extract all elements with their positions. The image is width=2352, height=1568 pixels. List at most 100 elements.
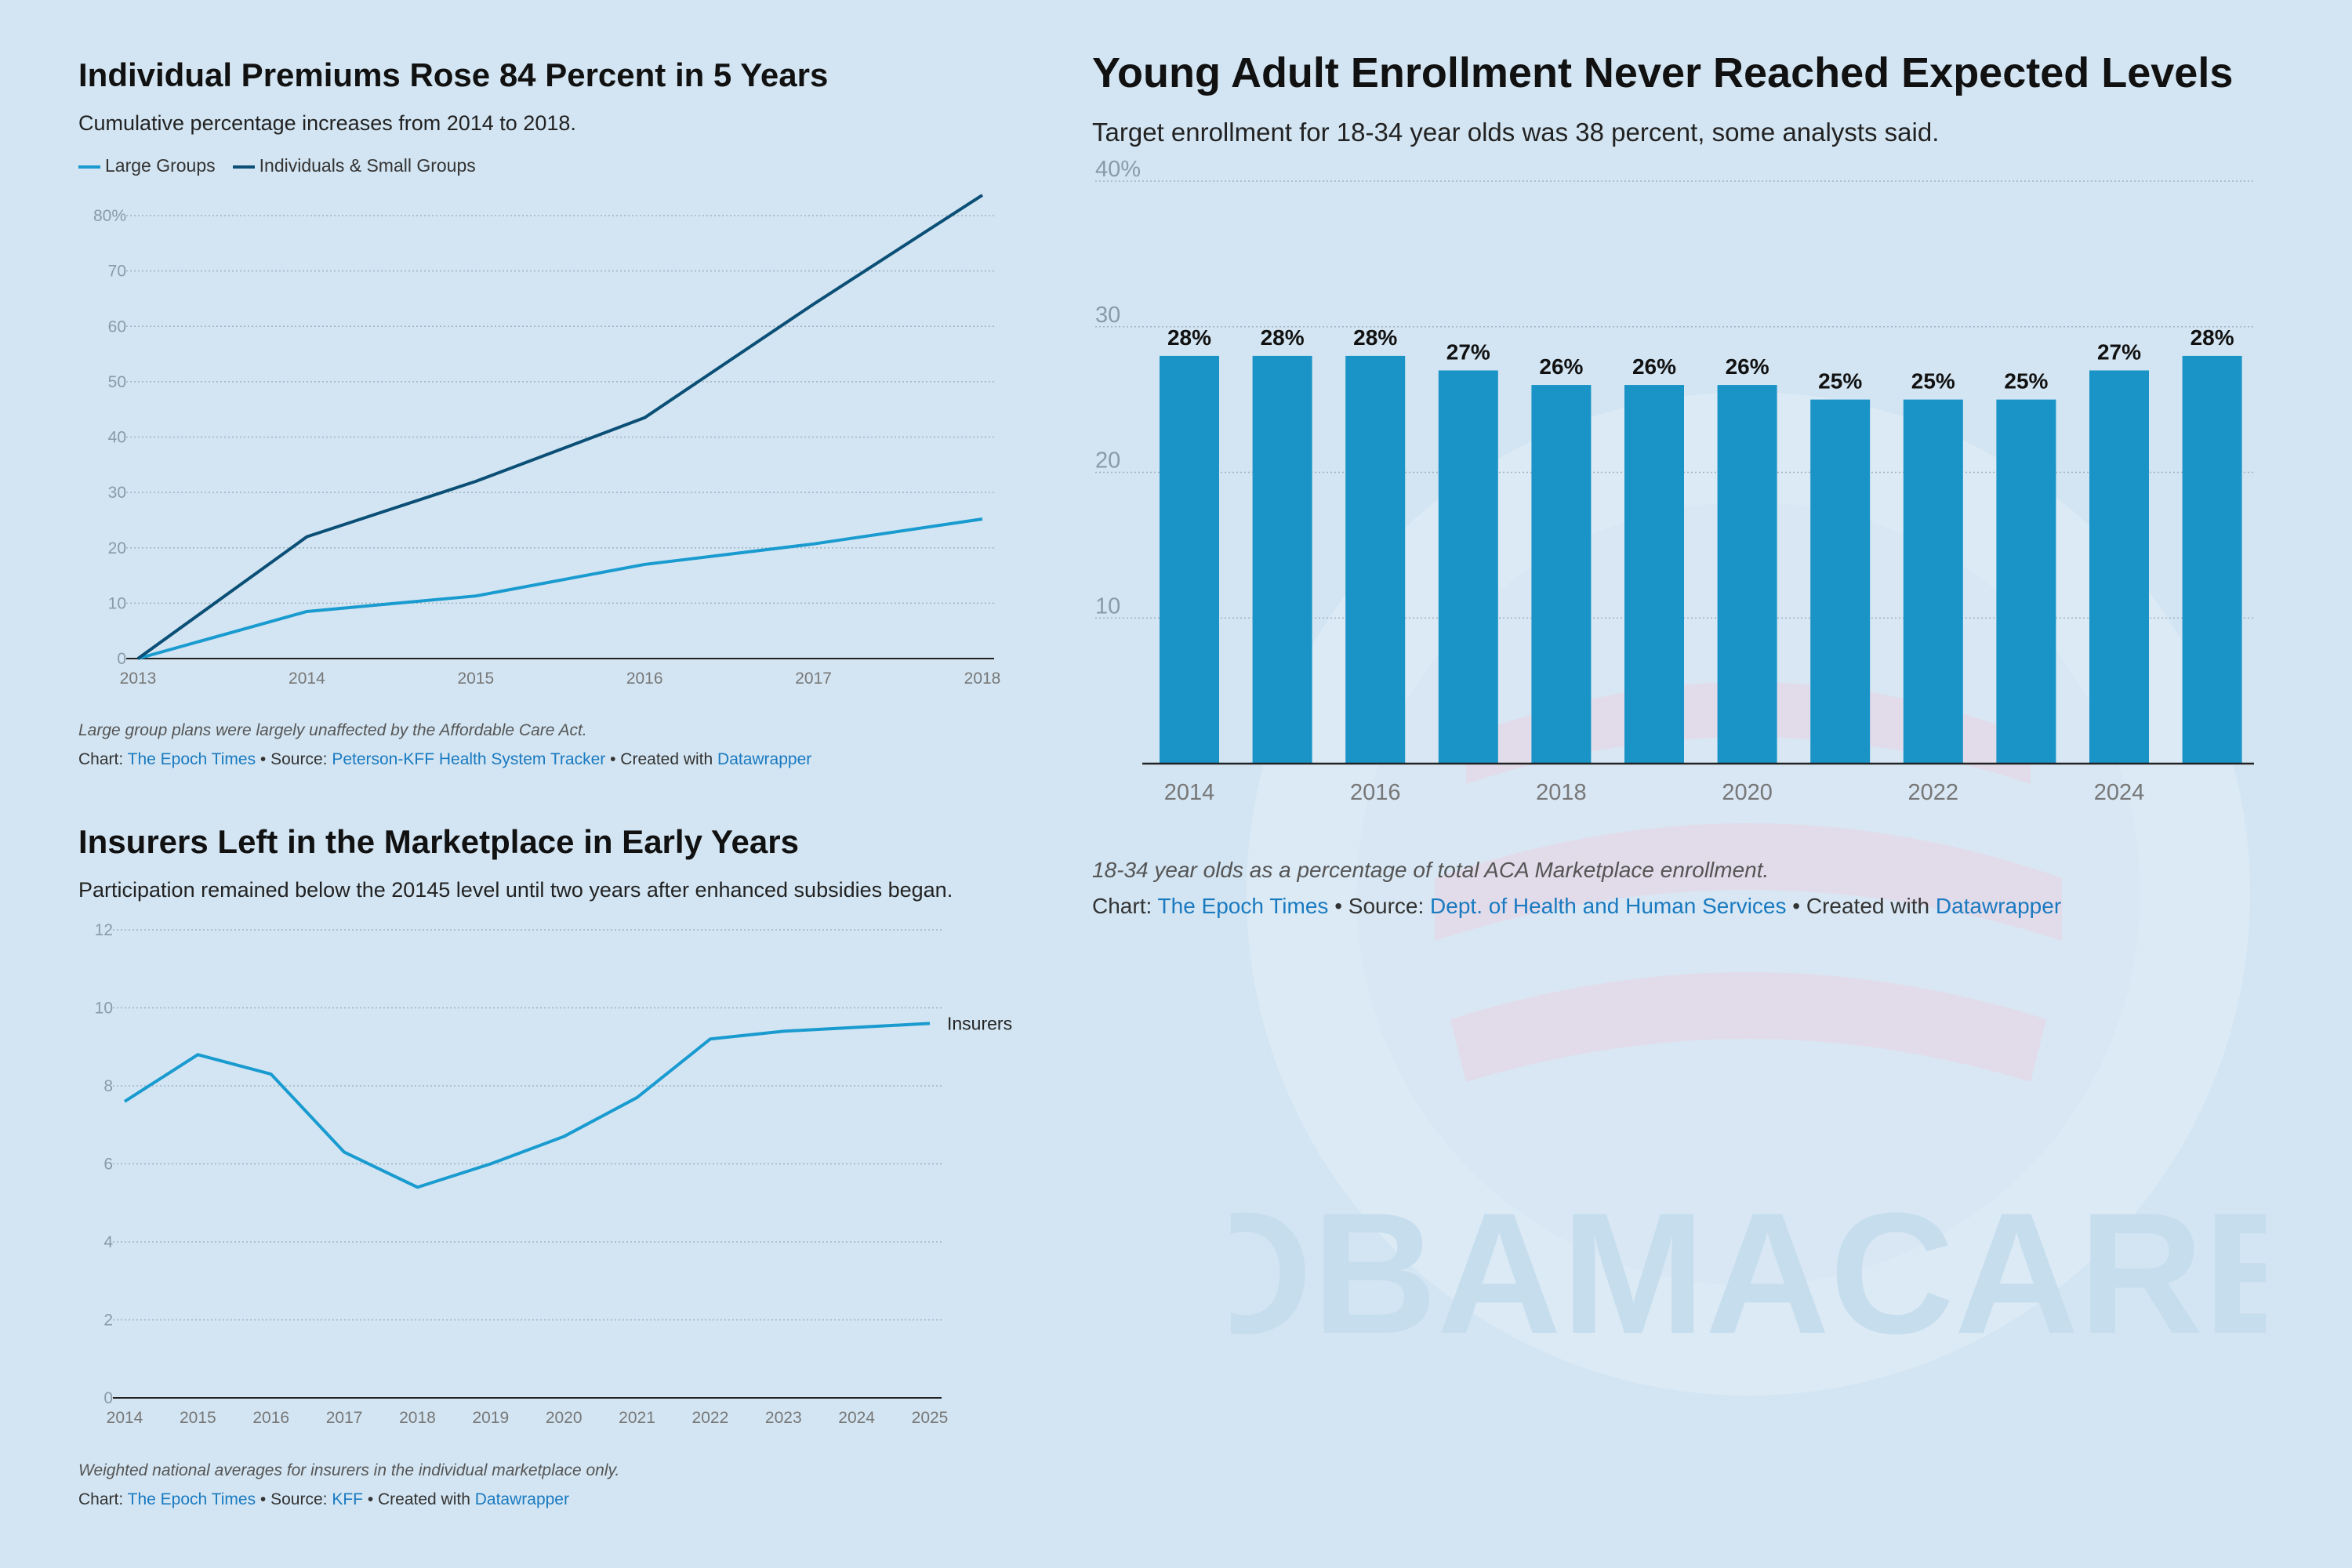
link-epoch-times[interactable]: The Epoch Times	[127, 750, 256, 768]
bar-value-label: 26%	[1539, 354, 1583, 379]
x-tick-label: 2018	[399, 1409, 436, 1427]
chart1-subtitle: Cumulative percentage increases from 201…	[78, 111, 576, 135]
y-tick-label: 70	[108, 263, 126, 281]
link-epoch-times[interactable]: The Epoch Times	[1157, 894, 1329, 918]
bar-value-label: 28%	[1353, 325, 1397, 350]
link-datawrapper[interactable]: Datawrapper	[474, 1490, 569, 1508]
chart1-credits: Chart: The Epoch Times • Source: Peterso…	[78, 750, 812, 768]
chart3-subtitle: Target enrollment for 18-34 year olds wa…	[1092, 118, 1940, 147]
chart3-title: Young Adult Enrollment Never Reached Exp…	[1092, 49, 2234, 96]
x-tick-label: 2024	[838, 1409, 875, 1427]
x-tick-label: 2020	[1722, 780, 1773, 805]
y-tick-label: 30	[108, 484, 126, 502]
x-tick-label: 2015	[457, 670, 494, 688]
bar-value-label: 25%	[1911, 369, 1955, 394]
chart3-plot: 10 20 30 40% 28% 2014 28% 28% 2016 27% 26% 2018 26% 2…	[1095, 157, 2254, 805]
x-tick-label: 2021	[619, 1409, 655, 1427]
y-tick-label: 10	[95, 1000, 113, 1018]
x-tick-label: 2014	[289, 670, 325, 688]
bar-value-label: 27%	[2097, 339, 2141, 364]
series-line-insurers	[123, 1022, 931, 1189]
y-tick-label: 10	[108, 594, 126, 612]
bar-2020	[1717, 385, 1777, 764]
y-tick-label: 80%	[93, 207, 126, 225]
x-tick-label: 2022	[1908, 780, 1959, 805]
x-tick-label: 2018	[964, 670, 1001, 688]
chart3-note: 18-34 year olds as a percentage of total…	[1092, 858, 1769, 882]
y-tick-label: 12	[95, 921, 113, 939]
bar-2023	[1996, 399, 2056, 764]
chart1-note: Large group plans were largely unaffecte…	[78, 721, 587, 739]
x-tick-label: 2023	[765, 1409, 802, 1427]
bar-2016	[1345, 355, 1406, 764]
x-tick-label: 2025	[912, 1409, 949, 1427]
x-tick-label: 2015	[180, 1409, 216, 1427]
y-tick-label: 40%	[1095, 157, 1141, 182]
link-datawrapper[interactable]: Datawrapper	[1935, 894, 2062, 918]
bar-2014	[1160, 355, 1219, 764]
bar-2021	[1810, 399, 1871, 764]
chart1-legend: Large Groups Individuals & Small Groups	[78, 155, 476, 176]
x-tick-label: 2017	[795, 670, 832, 688]
svg-text:OBAMACARE: OBAMACARE	[1231, 1177, 2266, 1370]
link-source[interactable]: Dept. of Health and Human Services	[1430, 894, 1787, 918]
bar-value-label: 28%	[2190, 325, 2234, 350]
x-tick-label: 2018	[1536, 780, 1587, 805]
y-tick-label: 20	[108, 539, 126, 557]
bar-value-label: 26%	[1632, 354, 1676, 379]
bar-2022	[1903, 399, 1963, 764]
x-tick-label: 2016	[626, 670, 663, 688]
x-tick-label: 2014	[107, 1409, 143, 1427]
x-tick-label: 2014	[1164, 780, 1215, 805]
bar-2015	[1252, 355, 1312, 764]
y-tick-label: 0	[103, 1389, 113, 1407]
bar-value-label: 25%	[2004, 369, 2048, 394]
x-tick-label: 2017	[326, 1409, 363, 1427]
bar-2017	[1438, 370, 1498, 764]
y-tick-label: 60	[108, 318, 126, 336]
chart1-plot: 0 10 20 30 40 50 60 70 80% 2013 2014 2015 2016 2017 20…	[93, 194, 1001, 688]
y-tick-label: 30	[1095, 303, 1120, 328]
chart2-plot: 0 2 4 6 8 10 12 2014 2015 2016 2017 2018 2019 2020 202…	[95, 921, 1012, 1427]
bar-2025	[2182, 355, 2242, 764]
chart2-credits: Chart: The Epoch Times • Source: KFF • C…	[78, 1490, 569, 1508]
legend-item-large-groups: Large Groups	[78, 155, 216, 176]
link-source[interactable]: Peterson-KFF Health System Tracker	[332, 750, 606, 768]
chart2-title: Insurers Left in the Marketplace in Earl…	[78, 823, 799, 860]
x-tick-label: 2016	[1350, 780, 1401, 805]
chart2-subtitle: Participation remained below the 20145 l…	[78, 878, 953, 902]
bar-2019	[1624, 385, 1684, 764]
link-source[interactable]: KFF	[332, 1490, 363, 1508]
x-tick-label: 2013	[120, 670, 157, 688]
chart3-credits: Chart: The Epoch Times • Source: Dept. o…	[1092, 894, 2062, 918]
x-tick-label: 2016	[252, 1409, 289, 1427]
y-tick-label: 6	[103, 1156, 113, 1174]
bar-value-label: 28%	[1167, 325, 1211, 350]
series-label: Insurers	[947, 1013, 1012, 1033]
y-tick-label: 4	[103, 1233, 113, 1251]
bar-value-label: 27%	[1446, 339, 1490, 364]
bar-value-label: 25%	[1818, 369, 1862, 394]
x-tick-label: 2020	[546, 1409, 583, 1427]
x-tick-label: 2024	[2094, 780, 2145, 805]
x-tick-label: 2019	[472, 1409, 509, 1427]
link-epoch-times[interactable]: The Epoch Times	[127, 1490, 256, 1508]
series-line-individuals-small-groups	[136, 194, 984, 660]
y-tick-label: 10	[1095, 593, 1120, 619]
series-line-large-groups	[137, 517, 983, 660]
y-tick-label: 2	[103, 1312, 113, 1330]
x-tick-label: 2022	[692, 1409, 729, 1427]
y-tick-label: 50	[108, 373, 126, 391]
chart1-title: Individual Premiums Rose 84 Percent in 5…	[78, 56, 829, 93]
y-tick-label: 8	[103, 1077, 113, 1095]
link-datawrapper[interactable]: Datawrapper	[717, 750, 812, 768]
legend-item-individuals: Individuals & Small Groups	[232, 155, 476, 176]
y-tick-label: 20	[1095, 448, 1120, 474]
bar-value-label: 26%	[1726, 354, 1769, 379]
chart2-note: Weighted national averages for insurers …	[78, 1461, 620, 1479]
y-tick-label: 40	[108, 429, 126, 447]
bar-2018	[1531, 385, 1592, 764]
bar-value-label: 28%	[1261, 325, 1305, 350]
bar-2024	[2089, 370, 2149, 764]
y-tick-label: 0	[117, 650, 126, 668]
